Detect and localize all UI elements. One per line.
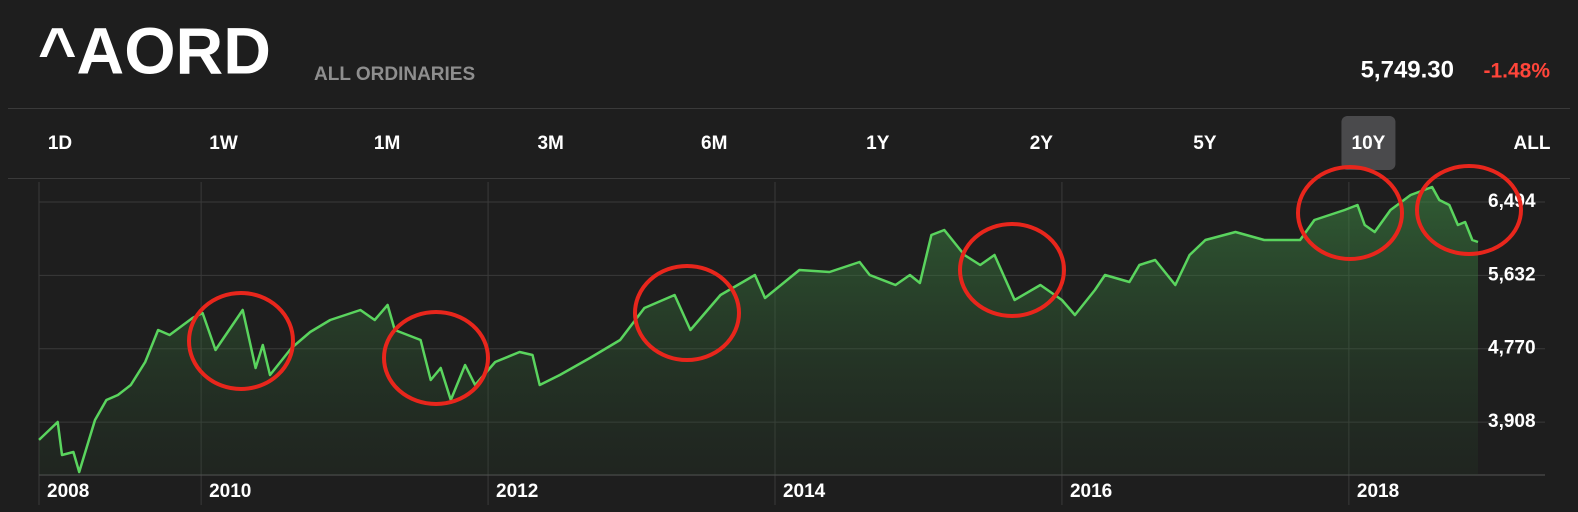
x-tick-label: 2008 [47, 481, 89, 502]
y-tick-label: 4,770 [1488, 338, 1536, 359]
x-tick-label: 2010 [209, 481, 251, 502]
x-tick-label: 2012 [496, 481, 538, 502]
range-tab[interactable]: 1Y [866, 133, 890, 154]
highlight-circle [1415, 164, 1523, 256]
x-tick-label: 2016 [1070, 481, 1112, 502]
symbol: ^AORD [38, 13, 271, 87]
range-tab[interactable]: 3M [537, 133, 563, 154]
y-tick-label: 5,632 [1488, 264, 1536, 285]
highlight-circle [633, 264, 741, 362]
range-tab[interactable]: 6M [701, 133, 727, 154]
x-tick-label: 2014 [783, 481, 826, 502]
range-tab[interactable]: 1M [374, 133, 400, 154]
highlight-circle [187, 291, 295, 391]
highlight-circle [382, 310, 490, 406]
x-tick-label: 2018 [1357, 481, 1399, 502]
range-tab[interactable]: 5Y [1193, 133, 1217, 154]
range-tab[interactable]: ALL [1514, 133, 1551, 154]
index-name: ALL ORDINARIES [314, 64, 475, 85]
y-tick-label: 6,494 [1488, 191, 1536, 212]
area-fill [39, 187, 1478, 475]
range-tab[interactable]: 1W [209, 133, 238, 154]
highlight-circle [1296, 165, 1404, 261]
range-tab[interactable]: 1D [48, 133, 72, 154]
range-tab[interactable]: 2Y [1030, 133, 1054, 154]
price: 5,749.30 [1361, 56, 1454, 83]
highlight-circle [958, 222, 1066, 318]
annotation-circles [187, 164, 1523, 406]
y-tick-label: 3,908 [1488, 411, 1536, 432]
tab-highlight [1341, 116, 1396, 170]
change: -1.48% [1483, 60, 1550, 83]
range-tab[interactable]: 10Y [1352, 133, 1386, 154]
price-line [38, 185, 1479, 474]
